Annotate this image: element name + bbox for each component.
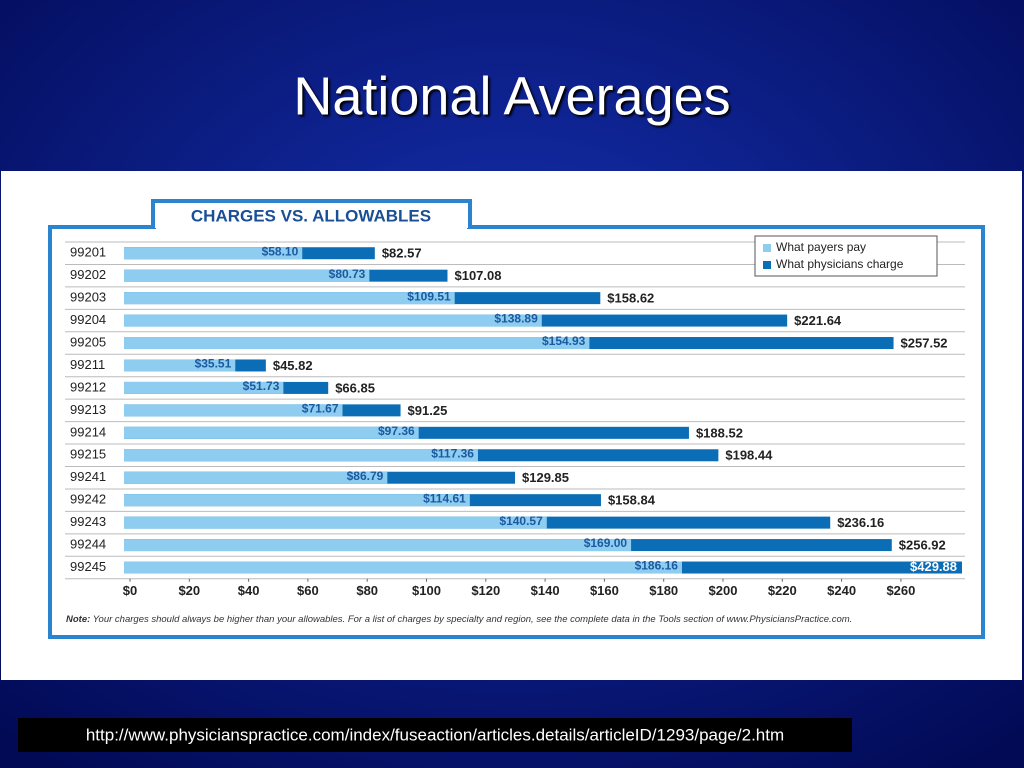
value-label: $71.67	[302, 402, 339, 416]
legend-swatch	[763, 244, 771, 252]
value-label: $51.73	[243, 379, 280, 393]
bar	[124, 426, 419, 439]
x-tick-label: $260	[886, 583, 915, 598]
value-label: $198.44	[725, 448, 773, 463]
category-label: 99215	[70, 447, 106, 462]
bar	[124, 561, 682, 574]
x-tick-label: $40	[238, 583, 260, 598]
value-label: $114.61	[423, 491, 466, 505]
category-label: 99244	[70, 537, 106, 552]
value-label: $158.84	[608, 493, 656, 508]
x-tick-label: $200	[709, 583, 738, 598]
slide-title: National Averages	[293, 66, 730, 126]
legend-label: What physicians charge	[776, 257, 904, 271]
bar	[124, 404, 343, 417]
category-label: 99212	[70, 379, 106, 394]
value-label: $138.89	[494, 312, 538, 326]
bar	[124, 269, 370, 282]
legend-box	[754, 235, 938, 277]
bar	[124, 471, 388, 484]
bar	[124, 381, 284, 394]
category-label: 99243	[70, 514, 106, 529]
value-label: $158.62	[607, 291, 654, 306]
bar	[124, 314, 542, 327]
value-label: $109.51	[407, 289, 451, 303]
source-url: http://www.physicianspractice.com/index/…	[86, 725, 784, 744]
value-label: $221.64	[794, 313, 842, 328]
value-label: $154.93	[542, 334, 586, 348]
category-label: 99242	[70, 492, 106, 507]
bar	[124, 516, 547, 529]
legend-label: What payers pay	[776, 240, 866, 254]
value-label: $58.10	[262, 244, 299, 258]
value-label: $236.16	[837, 515, 884, 530]
value-label: $129.85	[522, 470, 569, 485]
value-label: $35.51	[195, 357, 232, 371]
chart-note: Note: Your charges should always be high…	[66, 614, 852, 625]
value-label: $82.57	[382, 246, 422, 261]
category-label: 99202	[70, 267, 106, 282]
category-label: 99205	[70, 334, 106, 349]
category-label: 99213	[70, 402, 106, 417]
value-label: $91.25	[408, 403, 448, 418]
value-label: $107.08	[454, 268, 501, 283]
value-label: $186.16	[635, 559, 679, 573]
bar	[124, 337, 590, 350]
legend-swatch	[763, 261, 771, 269]
bar	[124, 292, 455, 305]
value-label: $140.57	[499, 514, 543, 528]
value-label: $97.36	[378, 424, 415, 438]
x-tick-label: $180	[649, 583, 678, 598]
x-tick-label: $140	[531, 583, 560, 598]
bar	[124, 247, 303, 260]
value-label: $117.36	[431, 446, 474, 460]
chart-title: CHARGES VS. ALLOWABLES	[191, 206, 431, 225]
bar	[124, 539, 632, 552]
x-tick-label: $80	[356, 583, 378, 598]
category-label: 99241	[70, 469, 106, 484]
x-tick-label: $160	[590, 583, 619, 598]
bar	[124, 494, 470, 507]
value-label: $169.00	[584, 536, 628, 550]
x-tick-label: $100	[412, 583, 441, 598]
chart-tab	[151, 199, 472, 228]
value-label: $86.79	[347, 469, 384, 483]
x-tick-label: $0	[123, 583, 137, 598]
note-label: Note:	[66, 614, 90, 625]
x-tick-label: $20	[178, 583, 200, 598]
x-tick-label: $120	[471, 583, 500, 598]
category-label: 99204	[70, 312, 106, 327]
value-label: $257.52	[901, 335, 948, 350]
value-label: $45.82	[273, 358, 313, 373]
category-label: 99245	[70, 559, 106, 574]
plot: 99201 $58.10 $82.57 99202 $80.73 $107.08 99203…	[65, 235, 965, 598]
x-tick-label: $60	[297, 583, 319, 598]
bars	[124, 247, 962, 574]
category-label: 99211	[70, 357, 105, 372]
x-tick-label: $240	[827, 583, 856, 598]
bar	[124, 359, 236, 372]
category-label: 99203	[70, 290, 106, 305]
note-text: Your charges should always be higher tha…	[93, 614, 853, 625]
url-box	[18, 718, 852, 752]
value-label: $66.85	[335, 380, 375, 395]
x-tick-label: $220	[768, 583, 797, 598]
value-label: $256.92	[899, 538, 946, 553]
bar	[124, 449, 478, 462]
value-label: $80.73	[329, 267, 366, 281]
value-label: $429.88	[910, 559, 957, 574]
tab-join	[156, 228, 467, 232]
category-label: 99214	[70, 424, 106, 439]
category-label: 99201	[70, 245, 106, 260]
value-label: $188.52	[696, 425, 743, 440]
